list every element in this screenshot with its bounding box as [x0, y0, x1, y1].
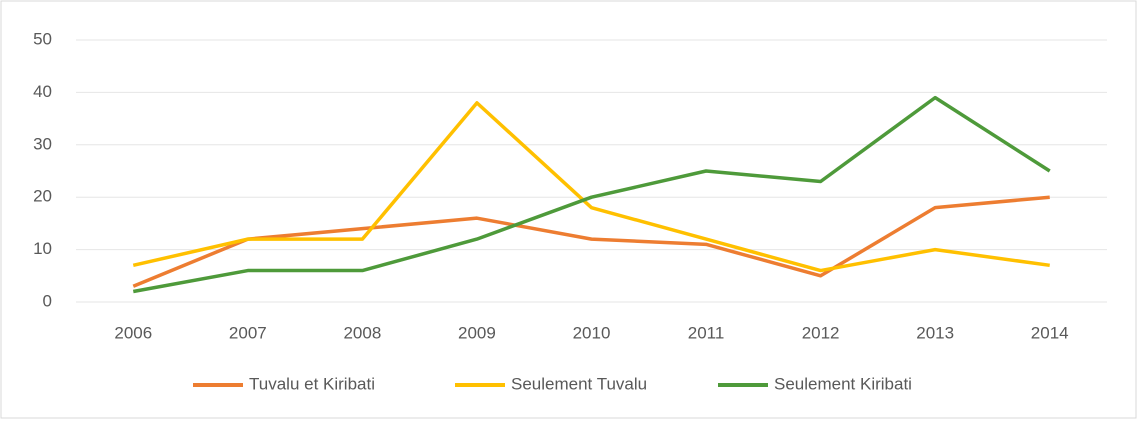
- x-tick-label: 2006: [114, 323, 152, 342]
- x-tick-label: 2007: [229, 323, 267, 342]
- x-tick-label: 2012: [802, 323, 840, 342]
- y-tick-label: 40: [33, 82, 52, 101]
- legend-label: Tuvalu et Kiribati: [249, 374, 375, 393]
- x-tick-label: 2009: [458, 323, 496, 342]
- y-tick-label: 30: [33, 134, 52, 153]
- y-tick-label: 20: [33, 187, 52, 206]
- legend-label: Seulement Kiribati: [774, 374, 912, 393]
- y-tick-label: 0: [43, 291, 52, 310]
- series-line: [132, 195, 1050, 288]
- x-tick-label: 2014: [1031, 323, 1069, 342]
- x-tick-label: 2011: [688, 323, 725, 342]
- y-tick-label: 10: [33, 239, 52, 258]
- legend-label: Seulement Tuvalu: [511, 374, 647, 393]
- series-line: [132, 101, 1050, 273]
- x-tick-label: 2008: [343, 323, 381, 342]
- x-tick-label: 2013: [916, 323, 954, 342]
- y-tick-label: 50: [33, 29, 52, 48]
- series-line: [132, 95, 1051, 294]
- x-tick-label: 2010: [573, 323, 611, 342]
